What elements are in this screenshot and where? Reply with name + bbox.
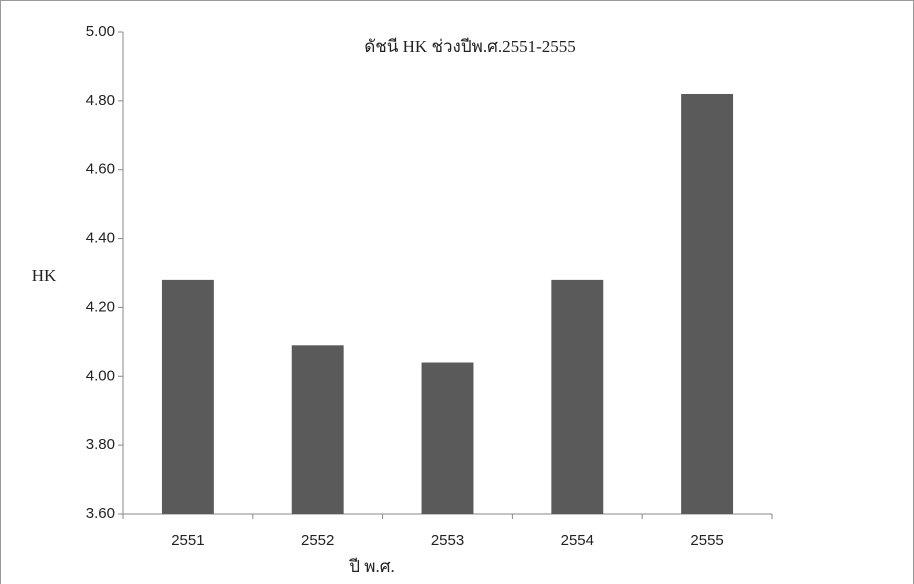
- x-tick-label: 2555: [690, 532, 723, 549]
- y-tick-label: 5.00: [86, 23, 115, 40]
- x-tick-label: 2553: [431, 532, 464, 549]
- y-tick-label: 4.00: [86, 367, 115, 384]
- y-tick-label: 4.40: [86, 230, 115, 247]
- y-tick-label: 4.20: [86, 298, 115, 315]
- y-tick-label: 4.80: [86, 92, 115, 109]
- x-tick-label: 2551: [171, 532, 204, 549]
- x-axis-label: ปี พ.ศ.: [348, 557, 394, 576]
- bar: [291, 345, 344, 514]
- y-tick-label: 4.60: [86, 161, 115, 178]
- bar: [681, 93, 734, 514]
- y-tick-label: 3.60: [86, 505, 115, 522]
- bar: [161, 279, 214, 514]
- bar: [551, 279, 604, 514]
- bar: [421, 362, 474, 514]
- chart-title: ดัชนี HK ช่วงปีพ.ศ.2551-2555: [364, 37, 576, 56]
- x-tick-label: 2552: [301, 532, 334, 549]
- x-tick-label: 2554: [561, 532, 594, 549]
- y-axis-label: HK: [32, 266, 57, 285]
- y-tick-label: 3.80: [86, 436, 115, 453]
